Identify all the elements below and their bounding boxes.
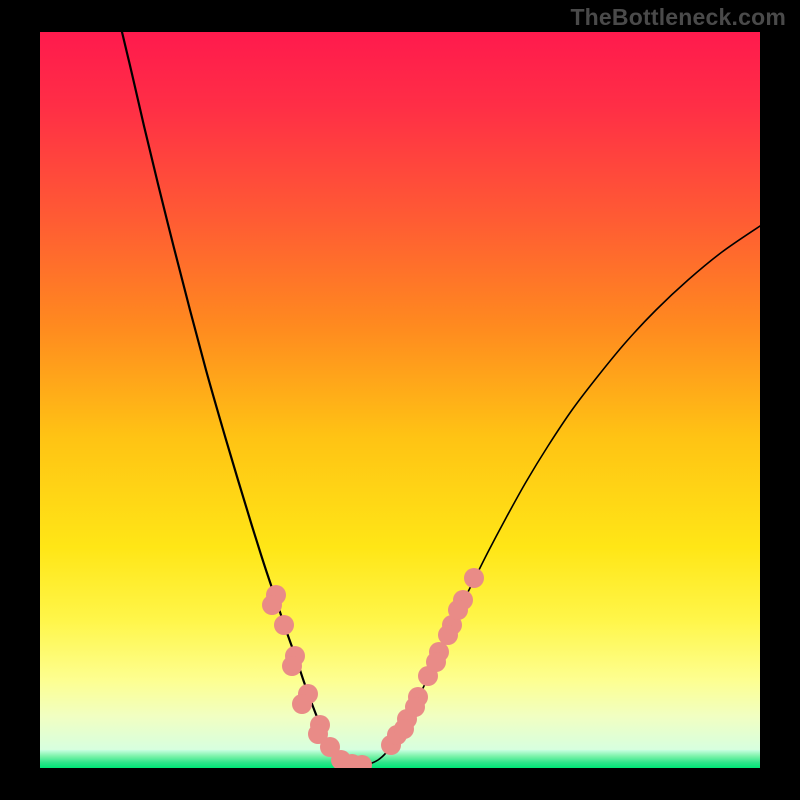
curve-right-branch [358,226,760,765]
data-marker [352,755,372,775]
data-marker [394,719,414,739]
data-marker [274,615,294,635]
data-marker [405,697,425,717]
data-marker [262,595,282,615]
data-marker [426,652,446,672]
chart-frame: TheBottleneck.com [0,0,800,800]
curve-group [122,32,760,775]
curve-layer [0,0,800,800]
data-marker [464,568,484,588]
data-marker [282,656,302,676]
watermark-text: TheBottleneck.com [570,4,786,31]
data-marker [438,625,458,645]
data-marker [448,600,468,620]
curve-left-branch [122,32,358,765]
data-marker [292,694,312,714]
